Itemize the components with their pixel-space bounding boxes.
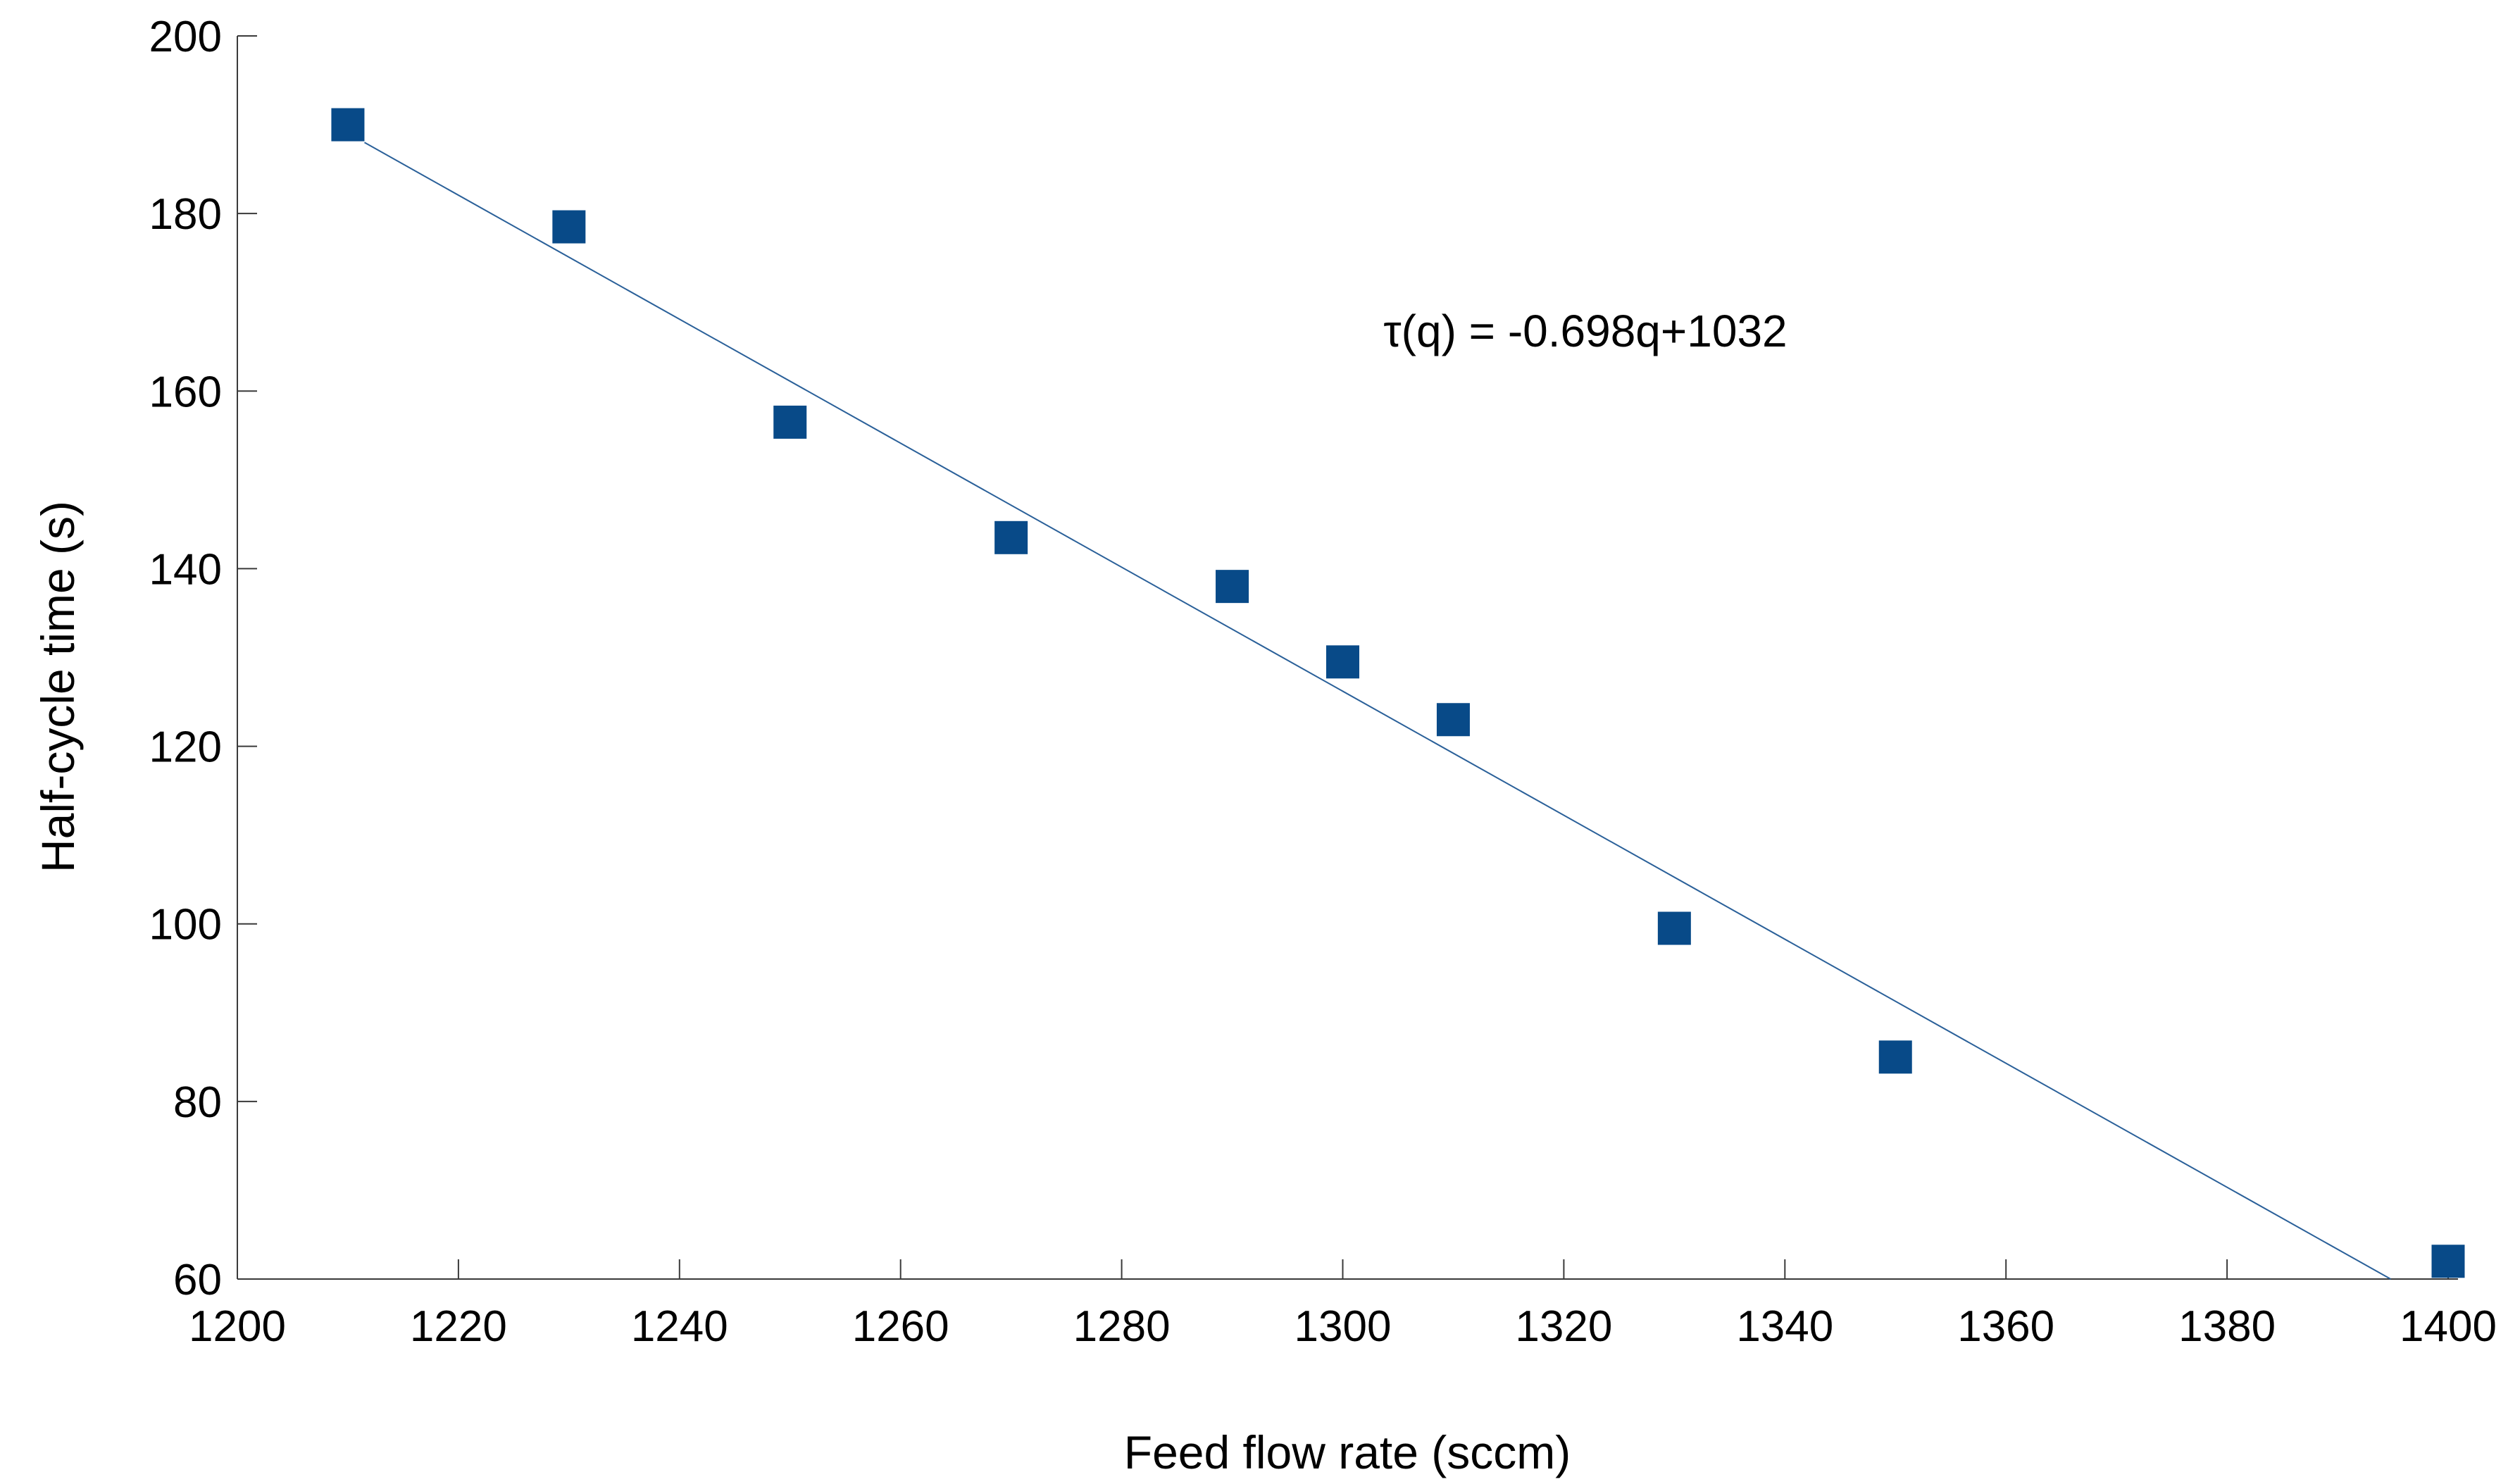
x-tick-label: 1240 (631, 1302, 728, 1351)
data-point-marker (2431, 1245, 2465, 1278)
y-tick-label: 160 (149, 368, 222, 416)
data-point-marker (331, 108, 365, 142)
x-tick-label: 1360 (1957, 1302, 2054, 1351)
data-point-marker (773, 405, 807, 439)
x-tick-label: 1340 (1736, 1302, 1833, 1351)
y-tick-label: 180 (149, 190, 222, 239)
data-point-marker (552, 210, 586, 244)
data-point-marker (994, 520, 1028, 554)
data-point-marker (1878, 1040, 1912, 1074)
data-point-marker (1436, 703, 1470, 737)
x-tick-label: 1260 (852, 1302, 949, 1351)
data-point-marker (1216, 570, 1249, 604)
trendline-equation-label: τ(q) = -0.698q+1032 (1383, 306, 1788, 356)
x-tick-label: 1320 (1515, 1302, 1612, 1351)
x-tick-label: 1300 (1294, 1302, 1392, 1351)
y-tick-label: 80 (173, 1078, 222, 1127)
y-tick-label: 200 (149, 13, 222, 61)
y-tick-label: 100 (149, 901, 222, 949)
x-tick-label: 1280 (1073, 1302, 1171, 1351)
y-tick-label: 60 (173, 1256, 222, 1304)
data-point-marker (1657, 911, 1691, 945)
y-tick-label: 140 (149, 545, 222, 594)
x-tick-label: 1200 (189, 1302, 286, 1351)
x-tick-label: 1400 (2400, 1302, 2497, 1351)
trend-line (364, 142, 2391, 1280)
y-tick-label: 120 (149, 723, 222, 772)
data-point-marker (1326, 645, 1359, 679)
x-axis-title: Feed flow rate (sccm) (1123, 1426, 1571, 1478)
y-axis-title: Half-cycle time (s) (32, 500, 84, 873)
x-tick-label: 1220 (410, 1302, 507, 1351)
x-tick-label: 1380 (2178, 1302, 2276, 1351)
